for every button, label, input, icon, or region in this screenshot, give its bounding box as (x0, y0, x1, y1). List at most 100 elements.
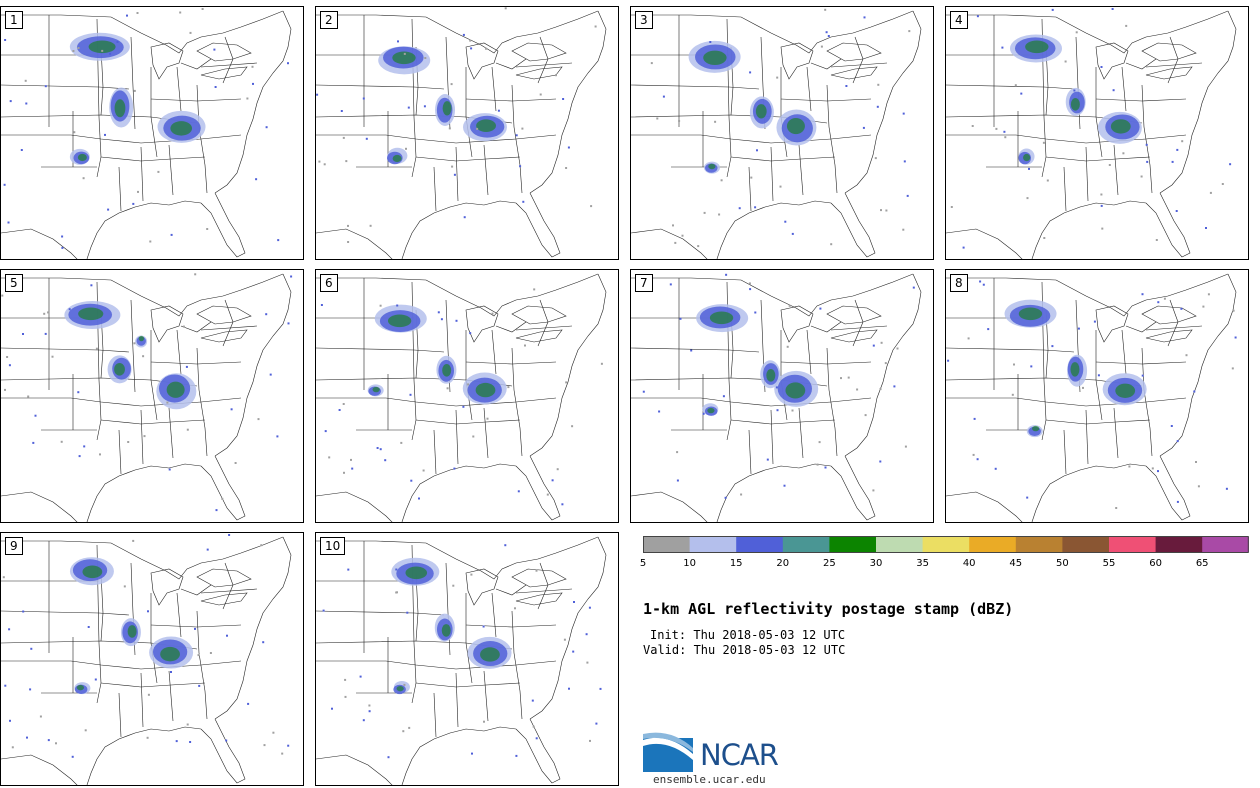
reflectivity-speck (1026, 197, 1029, 200)
reflectivity-speck (453, 467, 456, 470)
reflectivity-speck (198, 684, 201, 687)
map-boundary-line (401, 726, 517, 785)
reflectivity-speck (251, 65, 254, 68)
reflectivity-speck (324, 430, 327, 433)
reflectivity-speck (1176, 440, 1179, 443)
reflectivity-speck (230, 408, 233, 411)
reflectivity-speck (221, 497, 224, 500)
map-boundary-line (200, 66, 248, 80)
reflectivity-speck (137, 190, 139, 193)
reflectivity-cell (707, 407, 715, 414)
reflectivity-speck (588, 606, 591, 609)
reflectivity-speck (1141, 293, 1144, 296)
reflectivity-speck (754, 311, 757, 314)
map-boundary-line (1121, 329, 1127, 375)
reflectivity-speck (504, 544, 507, 547)
reflectivity-speck (446, 387, 449, 390)
member-label: 7 (635, 274, 653, 292)
reflectivity-speck (517, 490, 520, 493)
reflectivity-speck (453, 173, 456, 176)
reflectivity-speck (55, 742, 57, 745)
reflectivity-speck (406, 611, 409, 614)
map-boundary-line (100, 156, 206, 162)
reflectivity-speck (331, 707, 333, 710)
reflectivity-speck (328, 456, 331, 459)
map-boundary-line (529, 273, 607, 457)
map-boundary-line (1045, 419, 1151, 425)
reflectivity-speck (756, 149, 758, 152)
reflectivity-speck (440, 318, 443, 321)
reflectivity-speck (320, 304, 323, 306)
reflectivity-speck (776, 76, 779, 79)
map-boundary-line (830, 62, 888, 68)
reflectivity-speck (904, 445, 907, 448)
map-boundary-line (1121, 66, 1127, 112)
reflectivity-speck (61, 235, 64, 238)
map-boundary-line (465, 98, 557, 102)
reflectivity-speck (197, 654, 200, 657)
map-boundary-line (631, 397, 872, 407)
postage-stamp-7: 7 (630, 269, 934, 523)
reflectivity-speck (1151, 467, 1154, 470)
reflectivity-speck (994, 467, 997, 470)
reflectivity-speck (791, 409, 794, 412)
reflectivity-cell (708, 163, 716, 170)
reflectivity-speck (234, 462, 237, 464)
reflectivity-speck (872, 489, 875, 492)
map-boundary-line (748, 429, 752, 475)
reflectivity-speck (571, 425, 574, 428)
reflectivity-speck (650, 62, 653, 65)
reflectivity-speck (1115, 507, 1118, 509)
reflectivity-speck (410, 479, 413, 482)
reflectivity-speck (565, 167, 568, 169)
reflectivity-speck (94, 678, 97, 681)
map-boundary-line (150, 361, 242, 365)
reflectivity-speck (1125, 24, 1128, 27)
reflectivity-speck (1146, 160, 1149, 163)
reflectivity-speck (104, 133, 106, 136)
reflectivity-speck (703, 211, 706, 214)
reflectivity-speck (987, 328, 990, 331)
map-boundary-line (946, 10, 1229, 54)
map-boundary-line (726, 18, 732, 178)
map-boundary-line (465, 593, 473, 684)
reflectivity-speck (482, 625, 485, 628)
colorbar-tick-label: 35 (916, 558, 929, 569)
reflectivity-speck (186, 723, 189, 726)
reflectivity-speck (1001, 46, 1004, 49)
reflectivity-speck (362, 97, 365, 100)
map-boundary-line (316, 134, 557, 144)
colorbar-tick-label: 30 (869, 558, 883, 569)
reflectivity-speck (384, 459, 387, 462)
reflectivity-speck (214, 86, 217, 88)
reflectivity-speck (47, 311, 50, 314)
map-boundary-line (411, 544, 417, 704)
map-boundary-line (780, 98, 872, 102)
postage-stamp-9: 9 (0, 532, 304, 786)
reflectivity-speck (847, 376, 850, 379)
reflectivity-speck (1011, 393, 1014, 396)
reflectivity-speck (678, 120, 681, 122)
map-boundary-line (1159, 273, 1237, 457)
map-boundary-line (316, 397, 557, 407)
map-boundary-line (316, 347, 445, 353)
reflectivity-speck (255, 178, 258, 181)
reflectivity-speck (71, 755, 74, 758)
reflectivity-speck (642, 390, 645, 393)
reflectivity-speck (30, 647, 33, 650)
map-boundary-line (511, 610, 523, 720)
reflectivity-speck (872, 344, 875, 347)
reflectivity-speck (1171, 160, 1174, 163)
reflectivity-speck (1082, 386, 1084, 389)
reflectivity-speck (1157, 301, 1160, 304)
map-boundary-line (176, 66, 182, 112)
reflectivity-speck (452, 584, 455, 587)
reflectivity-speck (1100, 193, 1103, 196)
reflectivity-cell (114, 363, 125, 376)
map-boundary-line (1, 134, 242, 144)
reflectivity-speck (26, 736, 28, 739)
map-boundary-line (515, 329, 563, 343)
reflectivity-speck (8, 628, 11, 631)
site-url[interactable]: ensemble.ucar.edu (653, 773, 766, 786)
map-boundary-line (631, 347, 760, 353)
